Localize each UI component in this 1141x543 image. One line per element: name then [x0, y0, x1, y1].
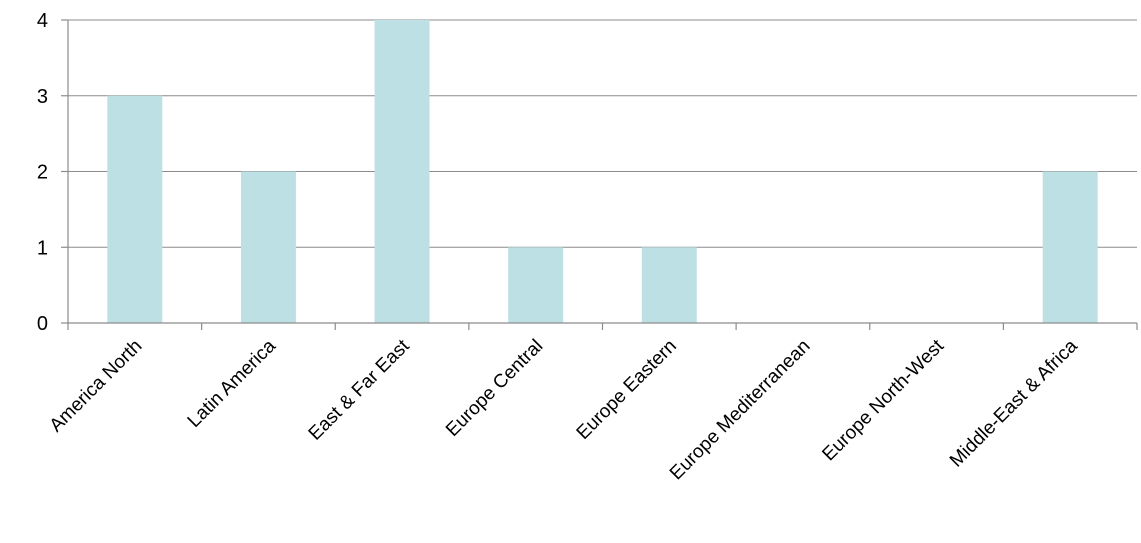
x-axis-tick-labels: America North Latin America East & Far Eas…	[46, 335, 1082, 484]
y-axis-tick-labels: 0 1 2 3 4	[37, 10, 48, 335]
y-tick-label-0: 0	[37, 313, 48, 335]
x-tick-label-0: America North	[46, 336, 147, 437]
bar-4	[641, 247, 697, 323]
x-tick-label-1: Latin America	[184, 335, 281, 432]
bar-3	[508, 247, 564, 323]
bar-2	[374, 20, 430, 323]
x-tick-label-5: Europe Mediterranean	[666, 336, 815, 485]
x-tick-label-2: East & Far East	[305, 335, 414, 444]
y-tick-label-4: 4	[37, 10, 48, 32]
y-tick-label-1: 1	[37, 237, 48, 259]
bars	[107, 20, 1098, 323]
x-tick-label-6: Europe North-West	[818, 335, 948, 465]
axes	[61, 19, 1138, 330]
y-tick-label-3: 3	[37, 86, 48, 108]
x-tick-label-3: Europe Central	[442, 336, 547, 441]
x-tick-label-4: Europe Eastern	[573, 336, 681, 444]
bar-0	[107, 95, 163, 323]
x-tick-label-7: Middle-East & Africa	[946, 335, 1082, 471]
bar-1	[240, 171, 296, 323]
gridlines	[68, 19, 1137, 248]
y-tick-label-2: 2	[37, 162, 48, 184]
bar-7	[1042, 171, 1098, 323]
